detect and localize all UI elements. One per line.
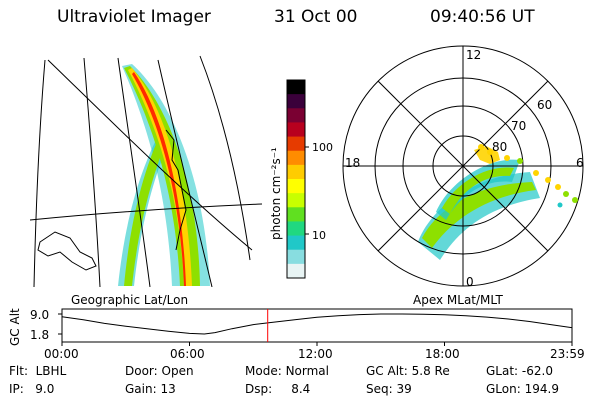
dsp-value: 8.4 bbox=[291, 382, 311, 396]
mode-label: Mode: bbox=[245, 364, 282, 378]
mlt-6-label: 6 bbox=[576, 156, 584, 170]
time-label: 09:40:56 UT bbox=[430, 7, 535, 27]
seq-value: 39 bbox=[396, 382, 412, 396]
gcalt-value: 5.8 Re bbox=[411, 364, 450, 378]
colorbar-swatch bbox=[287, 221, 305, 237]
seq-label: Seq: bbox=[366, 382, 393, 396]
altitude-ylabel: GC Alt bbox=[8, 308, 22, 346]
colorbar-swatch bbox=[287, 122, 305, 138]
geo-caption: Geographic Lat/Lon bbox=[71, 293, 188, 307]
colorbar-swatch bbox=[287, 207, 305, 222]
xtick-0000: 00:00 bbox=[44, 347, 79, 361]
seq-field: Seq: 39 bbox=[366, 382, 412, 396]
xtick-2359: 23:59 bbox=[550, 347, 585, 361]
colorbar-swatch bbox=[287, 164, 305, 180]
gain-value: 13 bbox=[160, 382, 176, 396]
dsp-field: Dsp: 8.4 bbox=[245, 382, 310, 396]
xtick-1200: 12:00 bbox=[298, 347, 333, 361]
polar-caption: Apex MLat/MLT bbox=[413, 293, 503, 307]
ytick-1-8: 1.8 bbox=[30, 328, 49, 342]
geo-grid bbox=[30, 55, 263, 287]
colorbar-swatch bbox=[287, 136, 305, 152]
glat-field: GLat: -62.0 bbox=[486, 364, 553, 378]
mode-field: Mode: Normal bbox=[245, 364, 329, 378]
ip-value: 9.0 bbox=[35, 382, 55, 396]
colorbar-swatch bbox=[287, 150, 305, 166]
lat-80-label: 80 bbox=[492, 140, 507, 154]
gcalt-label: GC Alt: bbox=[366, 364, 408, 378]
mlt-12-label: 12 bbox=[466, 48, 481, 62]
xtick-0600: 06:00 bbox=[170, 347, 205, 361]
date-label: 31 Oct 00 bbox=[274, 7, 358, 27]
mode-value: Normal bbox=[285, 364, 329, 378]
polar-grid bbox=[342, 45, 584, 287]
colorbar-swatch bbox=[287, 108, 305, 123]
xtick-1800: 18:00 bbox=[425, 347, 460, 361]
colorbar-label: photon cm⁻²s⁻¹ bbox=[269, 147, 283, 240]
colorbar-swatch bbox=[287, 249, 305, 265]
dsp-label: Dsp: bbox=[245, 382, 273, 396]
gcalt-field: GC Alt: 5.8 Re bbox=[366, 364, 450, 378]
glat-value: -62.0 bbox=[521, 364, 553, 378]
ip-field: IP: 9.0 bbox=[9, 382, 54, 396]
flt-field: Flt: LBHL bbox=[9, 364, 66, 378]
glon-field: GLon: 194.9 bbox=[486, 382, 559, 396]
instrument-title: Ultraviolet Imager bbox=[57, 7, 211, 27]
colorbar-tick-10: 10 bbox=[312, 229, 326, 242]
glon-value: 194.9 bbox=[524, 382, 559, 396]
mlt-18-label: 18 bbox=[345, 156, 360, 170]
colorbar-swatch bbox=[287, 80, 305, 95]
door-value: Open bbox=[161, 364, 194, 378]
gain-label: Gain: bbox=[125, 382, 157, 396]
colorbar-swatch bbox=[287, 193, 305, 208]
mlt-0-label: 0 bbox=[466, 275, 474, 289]
polar-edge-dots bbox=[478, 144, 578, 208]
glon-label: GLon: bbox=[486, 382, 521, 396]
flt-value: LBHL bbox=[35, 364, 67, 378]
colorbar-swatch bbox=[287, 263, 305, 279]
xtick-marks bbox=[61, 342, 573, 346]
polar-aurora bbox=[418, 146, 540, 260]
lat-60-label: 60 bbox=[537, 98, 552, 112]
flt-label: Flt: bbox=[9, 364, 28, 378]
gain-field: Gain: 13 bbox=[125, 382, 176, 396]
colorbar-tick-100: 100 bbox=[312, 141, 333, 154]
door-field: Door: Open bbox=[125, 364, 194, 378]
ytick-9: 9.0 bbox=[30, 308, 49, 322]
coastline bbox=[165, 129, 187, 251]
glat-label: GLat: bbox=[486, 364, 519, 378]
ip-label: IP: bbox=[9, 382, 24, 396]
colorbar-swatch bbox=[287, 94, 305, 109]
lat-70-label: 70 bbox=[511, 119, 526, 133]
colorbar-swatch bbox=[287, 235, 305, 251]
aurora-band bbox=[128, 68, 192, 286]
door-label: Door: bbox=[125, 364, 158, 378]
altitude-curve bbox=[61, 313, 572, 335]
colorbar-gradient bbox=[287, 80, 305, 279]
island-outline bbox=[37, 231, 97, 271]
colorbar-swatch bbox=[287, 179, 305, 194]
